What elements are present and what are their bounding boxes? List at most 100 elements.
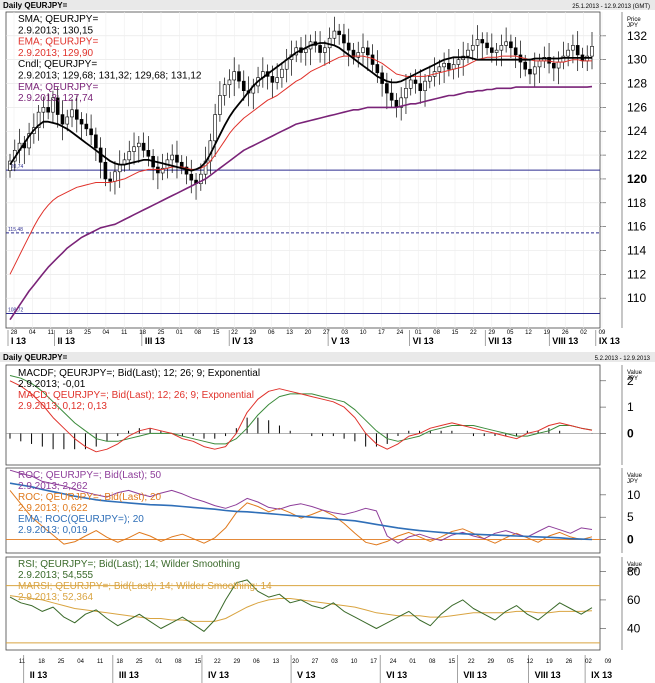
candle-body [213,114,217,142]
candle-body [337,30,341,35]
macd-axis-unit-label: Value [627,370,643,376]
price-month-tick-label: VIII 13 [552,336,578,346]
macd-tick-label: 1 [627,400,634,414]
rsi-legend-entry: RSI; QEURJPY=; Bid(Last); 14; Wilder Smo… [18,559,240,570]
bottom-day-tick-label: 22 [468,659,475,665]
candle-body [351,49,356,58]
bottom-day-tick-label: 01 [409,659,416,665]
candle-body [370,54,375,65]
price-day-tick-label: 29 [488,330,495,336]
candle-body [175,154,179,163]
candle-body [342,34,346,44]
bottom-day-tick-label: 19 [546,659,553,665]
candle-body [385,83,389,94]
bottom-day-tick-label: 18 [38,659,45,665]
bottom-day-tick-label: 29 [234,659,241,665]
candle-body [466,49,470,57]
candle-body [389,92,394,101]
bottom-day-tick-label: 11 [97,659,104,665]
bottom-header-bar [0,352,655,362]
bottom-day-tick-label: 27 [312,659,319,665]
macd-line [9,380,593,453]
candle-body [470,45,475,51]
price-day-tick-label: 11 [121,330,128,336]
price-day-tick-label: 08 [194,330,201,336]
bottom-chart-range: 5.2.2013 - 12.9.2013 [595,356,651,362]
candle-body [413,79,418,84]
candle-body [323,47,327,53]
candle-body [146,150,151,157]
bottom-month-tick-label: IV 13 [208,670,229,680]
rsi-axis-unit-label: Value [627,562,643,568]
candle-body [275,77,279,83]
price-day-tick-label: 20 [305,330,312,336]
candle-body [423,80,427,92]
price-day-tick-label: 02 [580,330,587,336]
candle-body [575,45,580,56]
candle-body [84,123,89,130]
price-axis-unit-label: Price [627,17,641,23]
candle-body [475,39,480,46]
bottom-month-tick-label: VIII 13 [535,670,561,680]
candle-body [499,45,504,51]
candle-body [179,161,184,168]
candle-body [46,107,50,113]
roc-ema-line [9,482,593,541]
price-day-tick-label: 25 [84,330,91,336]
price-day-tick-label: 11 [48,330,55,336]
price-tick-label: 114 [627,243,646,257]
candle-body [170,154,174,161]
rsi-tick-label: 80 [627,564,641,578]
price-reference-line-label: 120,74 [8,164,24,170]
candle-body [218,95,222,115]
candle-body [399,97,403,108]
price-day-tick-label: 26 [562,330,569,336]
candle-body [556,61,561,69]
candle-body [437,66,442,72]
candle-body [537,60,542,68]
candle-body [65,116,70,125]
price-month-tick-label: VII 13 [488,336,512,346]
macd-legend-entry: MACD; QEURJPY=; Bid(Last); 12; 26; 9; Ex… [18,390,254,401]
candle-body [532,66,537,75]
price-month-tick-label: II 13 [58,336,76,346]
bottom-day-tick-label: 01 [155,659,162,665]
candle-body [571,45,575,51]
candle-body [504,41,508,46]
price-month-tick-label: IX 13 [599,336,620,346]
roc-axis-unit-label: Value [627,473,643,479]
candle-body [346,42,351,51]
price-day-tick-label: 04 [29,330,36,336]
candle-body [547,57,551,64]
price-day-tick-label: 18 [139,330,146,336]
rsi-legend-entry: MARSI; QEURJPY=; Bid(Last); 14; Wilder S… [18,581,272,592]
candle-body [513,47,518,56]
candle-body [318,45,322,53]
price-day-tick-label: 15 [213,330,220,336]
candle-body [518,54,523,63]
price-day-tick-label: 18 [66,330,73,336]
candle-body [490,47,494,53]
candle-body [160,167,165,174]
roc-panel-frame [5,467,601,554]
bottom-day-tick-label: 25 [58,659,65,665]
price-month-tick-label: VI 13 [413,336,434,346]
bottom-day-tick-label: 03 [331,659,338,665]
bottom-month-tick-label: V 13 [297,670,316,680]
rsi-tick-label: 60 [627,593,641,607]
price-tick-label: 124 [627,124,647,138]
candle-body [41,107,46,113]
bottom-day-tick-label: 25 [136,659,143,665]
rsi-panel-frame [5,556,601,651]
bottom-day-tick-label: 15 [448,659,455,665]
price-day-tick-label: 25 [158,330,165,336]
price-reference-line-label: 115,48 [8,227,23,233]
price-day-tick-label: 17 [378,330,385,336]
roc-legend-entry: 2.9.2013; 0,019 [18,525,88,536]
bottom-day-tick-label: 11 [19,659,26,665]
candle-body [89,128,93,136]
candle-body [51,97,55,113]
roc-tick-label: 0 [627,533,634,547]
bottom-month-tick-label: VII 13 [463,670,487,680]
rsi-legend-entry: 2.9.2013; 54,555 [18,570,94,581]
